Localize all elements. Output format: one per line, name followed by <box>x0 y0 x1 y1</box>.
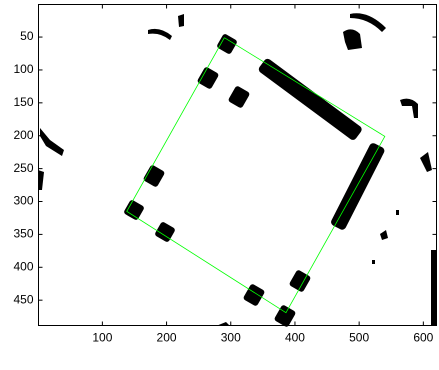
blob <box>178 14 184 27</box>
blob <box>350 13 386 32</box>
blob <box>400 99 418 118</box>
y-tick-label: 450 <box>13 292 33 306</box>
blob <box>148 29 172 40</box>
blob <box>420 152 432 172</box>
y-tick-label: 300 <box>13 194 33 208</box>
y-tick-label: 250 <box>13 161 33 175</box>
x-tick-label: 100 <box>92 331 112 345</box>
line <box>127 38 385 313</box>
x-tick-label: 300 <box>221 331 241 345</box>
y-tick-label: 400 <box>13 259 33 273</box>
blob <box>274 304 297 328</box>
x-tick-label: 200 <box>157 331 177 345</box>
chart: 100 200 300 400 500 600 50 100 150 200 250 300 350 40… <box>0 0 439 370</box>
blob <box>243 283 266 307</box>
y-tick-label: 100 <box>13 62 33 76</box>
blob <box>197 66 220 90</box>
blob <box>330 142 386 231</box>
page: 100 200 300 400 500 600 50 100 150 200 250 300 350 40… <box>0 0 439 370</box>
blob <box>380 230 388 240</box>
blob <box>40 128 64 156</box>
y-tick-label: 200 <box>13 128 33 142</box>
blob <box>257 57 363 141</box>
image-content <box>38 13 437 328</box>
blob <box>343 29 362 50</box>
x-tick-label: 500 <box>349 331 369 345</box>
x-tick-label: 400 <box>285 331 305 345</box>
x-tick-label: 600 <box>413 331 433 345</box>
y-tick-label: 150 <box>13 95 33 109</box>
y-tick-label: 350 <box>13 227 33 241</box>
blob <box>143 164 166 188</box>
blob <box>372 260 375 264</box>
blob <box>228 85 251 109</box>
blob <box>154 221 176 243</box>
y-tick-label: 50 <box>20 29 34 43</box>
blob <box>396 210 399 215</box>
blob <box>123 199 145 221</box>
